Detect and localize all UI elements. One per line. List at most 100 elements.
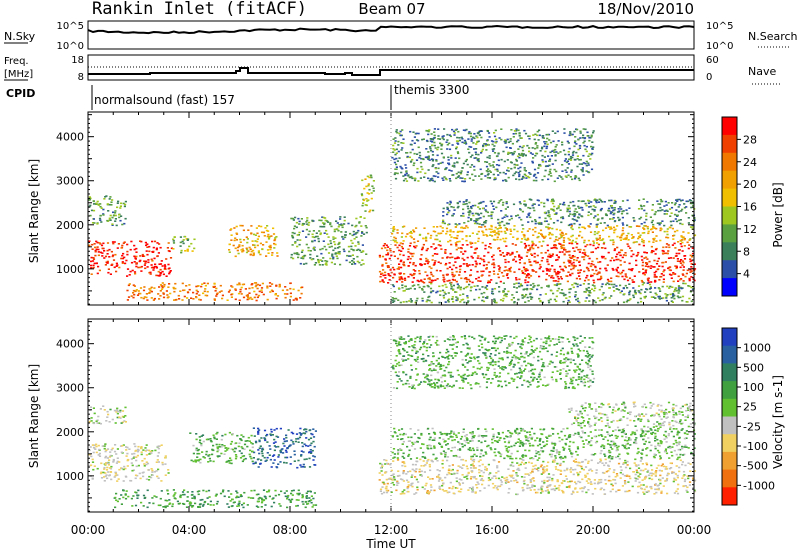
data-cell: [555, 300, 557, 302]
data-cell: [432, 255, 434, 257]
data-cell: [535, 245, 537, 247]
data-cell: [675, 288, 677, 290]
data-cell: [669, 215, 671, 217]
data-cell: [193, 496, 195, 498]
data-cell: [140, 446, 142, 448]
data-cell: [94, 247, 96, 249]
data-cell: [590, 276, 592, 278]
data-cell: [125, 218, 127, 220]
data-cell: [482, 296, 484, 298]
data-cell: [397, 470, 399, 472]
data-cell: [678, 211, 680, 213]
data-cell: [570, 159, 572, 161]
data-cell: [562, 218, 564, 220]
data-cell: [521, 231, 523, 233]
data-cell: [261, 453, 263, 455]
data-cell: [506, 201, 508, 203]
data-cell: [400, 260, 402, 262]
data-cell: [396, 149, 398, 151]
data-cell: [517, 299, 519, 301]
data-cell: [192, 445, 194, 447]
data-cell: [273, 442, 275, 444]
data-cell: [533, 210, 535, 212]
data-cell: [153, 258, 155, 260]
data-cell: [455, 245, 457, 247]
data-cell: [496, 169, 498, 171]
data-cell: [669, 208, 671, 210]
data-cell: [154, 264, 156, 266]
data-cell: [299, 437, 301, 439]
data-cell: [250, 497, 252, 499]
data-cell: [220, 285, 222, 287]
data-cell: [445, 301, 447, 303]
data-cell: [114, 212, 116, 214]
data-cell: [488, 163, 490, 165]
data-cell: [615, 269, 617, 271]
data-cell: [292, 244, 294, 246]
data-cell: [625, 273, 627, 275]
data-cell: [121, 247, 123, 249]
data-cell: [518, 174, 520, 176]
data-cell: [478, 141, 480, 143]
data-cell: [97, 266, 99, 268]
data-cell: [552, 293, 554, 295]
data-cell: [216, 494, 218, 496]
data-cell: [310, 443, 312, 445]
data-cell: [394, 255, 396, 257]
data-cell: [553, 206, 555, 208]
data-cell: [558, 278, 560, 280]
data-cell: [210, 504, 212, 506]
data-cell: [108, 459, 110, 461]
data-cell: [394, 168, 396, 170]
data-cell: [440, 148, 442, 150]
data-cell: [582, 135, 584, 137]
data-cell: [560, 222, 562, 224]
data-cell: [178, 295, 180, 297]
data-cell: [667, 253, 669, 255]
data-cell: [687, 242, 689, 244]
data-cell: [612, 210, 614, 212]
data-cell: [297, 234, 299, 236]
data-cell: [323, 240, 325, 242]
data-cell: [687, 232, 689, 234]
data-cell: [613, 232, 615, 234]
data-cell: [645, 213, 647, 215]
data-cell: [477, 159, 479, 161]
data-cell: [392, 284, 394, 286]
data-cell: [205, 454, 207, 456]
data-cell: [292, 494, 294, 496]
data-cell: [258, 295, 260, 297]
data-cell: [127, 299, 129, 301]
data-cell: [620, 273, 622, 275]
data-cell: [466, 295, 468, 297]
data-cell: [231, 296, 233, 298]
data-cell: [509, 229, 511, 231]
data-cell: [407, 174, 409, 176]
data-cell: [610, 260, 612, 262]
data-cell: [330, 243, 332, 245]
data-cell: [230, 493, 232, 495]
data-cell: [487, 174, 489, 176]
data-cell: [498, 224, 500, 226]
data-cell: [357, 249, 359, 251]
data-cell: [585, 163, 587, 165]
data-cell: [608, 208, 610, 210]
data-cell: [463, 302, 465, 304]
data-cell: [446, 141, 448, 143]
data-cell: [458, 285, 460, 287]
data-cell: [147, 463, 149, 465]
data-cell: [306, 229, 308, 231]
data-cell: [475, 152, 477, 154]
data-cell: [652, 241, 654, 243]
data-cell: [537, 255, 539, 257]
data-cell: [525, 245, 527, 247]
data-cell: [475, 261, 477, 263]
data-cell: [588, 461, 590, 463]
data-cell: [622, 217, 624, 219]
data-cell: [399, 254, 401, 256]
data-cell: [549, 270, 551, 272]
data-cell: [121, 255, 123, 257]
data-cell: [240, 457, 242, 459]
data-cell: [680, 288, 682, 290]
data-cell: [257, 238, 259, 240]
